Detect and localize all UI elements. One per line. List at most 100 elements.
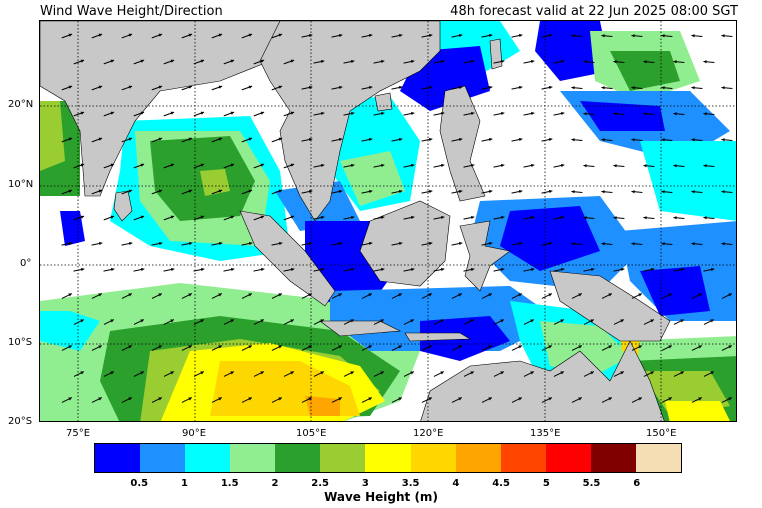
wave-direction-arrowhead [440, 267, 445, 272]
wave-direction-arrowhead [661, 86, 665, 90]
wave-direction-arrowhead [661, 242, 665, 246]
colorbar-segment [410, 444, 456, 472]
colorbar-segment [95, 444, 141, 472]
wave-direction-arrowhead [643, 112, 647, 116]
wave-direction-arrowhead [368, 345, 372, 349]
wave-direction-arrowhead [380, 163, 385, 168]
wave-direction-arrowhead [530, 319, 534, 323]
wave-direction-arrowhead [128, 241, 133, 246]
wave-direction-arrowhead [398, 137, 403, 142]
wave-direction-arrowhead [458, 241, 463, 246]
wave-direction-arrowhead [650, 267, 655, 272]
wave-direction-arrowhead [590, 319, 594, 323]
wave-direction-arrowhead [661, 190, 665, 194]
wave-direction-arrowhead [458, 345, 462, 349]
lat-label-0: 0° [20, 258, 32, 269]
wave-direction-arrowhead [338, 293, 342, 297]
wave-direction-arrowhead [290, 371, 294, 375]
wave-direction-arrowhead [680, 371, 684, 375]
wave-direction-arrowhead [673, 112, 677, 116]
wave-direction-arrowhead [338, 345, 342, 349]
wave-direction-arrowhead [470, 267, 475, 272]
wave-direction-arrowhead [410, 163, 415, 168]
lat-label-20n: 20°N [8, 99, 34, 110]
wave-direction-arrowhead [680, 267, 685, 272]
wave-direction-arrowhead [68, 85, 73, 89]
wave-direction-arrowhead [110, 163, 115, 167]
wave-direction-arrowhead [110, 59, 115, 63]
wave-direction-arrowhead [410, 111, 415, 116]
colorbar-segment [635, 444, 682, 472]
wave-direction-arrowhead [68, 137, 73, 141]
wave-direction-arrowhead [440, 111, 445, 116]
wave-direction-arrowhead [428, 345, 432, 349]
wave-direction-arrowhead [728, 345, 732, 349]
wave-direction-arrowhead [530, 111, 535, 116]
wave-direction-arrowhead [350, 59, 355, 64]
wave-direction-arrowhead [140, 111, 145, 115]
wave-direction-arrowhead [368, 241, 373, 246]
wave-direction-arrowhead [398, 33, 403, 38]
wave-direction-arrowhead [170, 371, 174, 375]
wave-direction-arrowhead [308, 33, 313, 38]
wave-direction-arrowhead [170, 59, 175, 63]
wave-direction-arrowhead [248, 85, 253, 89]
wave-direction-arrowhead [710, 267, 715, 272]
wave-direction-arrowhead [278, 85, 283, 89]
wave-direction-arrowhead [248, 241, 253, 246]
wave-direction-arrowhead [290, 319, 294, 323]
wave-direction-arrowhead [308, 241, 313, 246]
colorbar-tick-label: 5 [542, 478, 550, 489]
wave-direction-arrowhead [440, 163, 445, 168]
wave-direction-arrowhead [691, 242, 695, 246]
wave-direction-arrowhead [488, 85, 493, 90]
wave-direction-arrowhead [110, 215, 115, 219]
wave-direction-arrowhead [110, 267, 115, 272]
wave-direction-arrowhead [140, 59, 145, 63]
wave-direction-arrowhead [98, 345, 102, 349]
wave-direction-arrowhead [583, 112, 587, 116]
wave-direction-arrowhead [500, 319, 504, 323]
wave-direction-arrowhead [230, 163, 235, 167]
wave-direction-arrowhead [98, 241, 103, 246]
wave-direction-arrowhead [661, 138, 665, 142]
wave-direction-arrowhead [260, 267, 265, 272]
wave-direction-arrowhead [218, 85, 223, 89]
wave-direction-arrowhead [601, 34, 605, 38]
wave-direction-arrowhead [601, 138, 605, 142]
wave-direction-arrowhead [470, 163, 475, 168]
wave-direction-arrowhead [170, 215, 175, 219]
wave-direction-arrowhead [500, 371, 504, 375]
wave-direction-arrowhead [518, 241, 523, 246]
wave-direction-arrowhead [230, 215, 235, 219]
wave-direction-arrowhead [368, 85, 373, 90]
wave-direction-arrowhead [548, 189, 553, 194]
wave-direction-arrowhead [290, 111, 295, 115]
wave-direction-arrowhead [368, 397, 372, 401]
wave-direction-arrowhead [98, 397, 102, 401]
colorbar-tick-label: 2.5 [311, 478, 329, 489]
wave-direction-arrowhead [428, 85, 433, 90]
wave-direction-arrowhead [350, 371, 354, 375]
wave-direction-arrowhead [278, 293, 282, 297]
wave-direction-arrowhead [200, 371, 204, 375]
wave-direction-arrowhead [158, 137, 163, 141]
wave-direction-arrowhead [320, 215, 325, 220]
wave-direction-arrowhead [320, 59, 325, 64]
colorbar-tick-label: 5.5 [582, 478, 601, 489]
lat-label-10n: 10°N [8, 179, 34, 190]
lat-label-10s: 10°S [8, 337, 33, 348]
wave-direction-arrowhead [458, 397, 462, 401]
wave-direction-arrowhead [80, 267, 85, 272]
wave-direction-arrowhead [710, 371, 714, 375]
wave-direction-arrowhead [518, 189, 523, 194]
colorbar-tick-label: 4.5 [492, 478, 510, 489]
wave-direction-arrowhead [410, 319, 414, 323]
colorbar-segment [500, 444, 546, 472]
colorbar-tick-label: 2 [271, 478, 279, 489]
wave-direction-arrowhead [158, 241, 163, 246]
wave-direction-arrowhead [68, 241, 73, 246]
wave-direction-arrowhead [721, 86, 725, 90]
wave-direction-arrowhead [428, 293, 432, 297]
lat-label-20s: 20°S [8, 416, 33, 427]
